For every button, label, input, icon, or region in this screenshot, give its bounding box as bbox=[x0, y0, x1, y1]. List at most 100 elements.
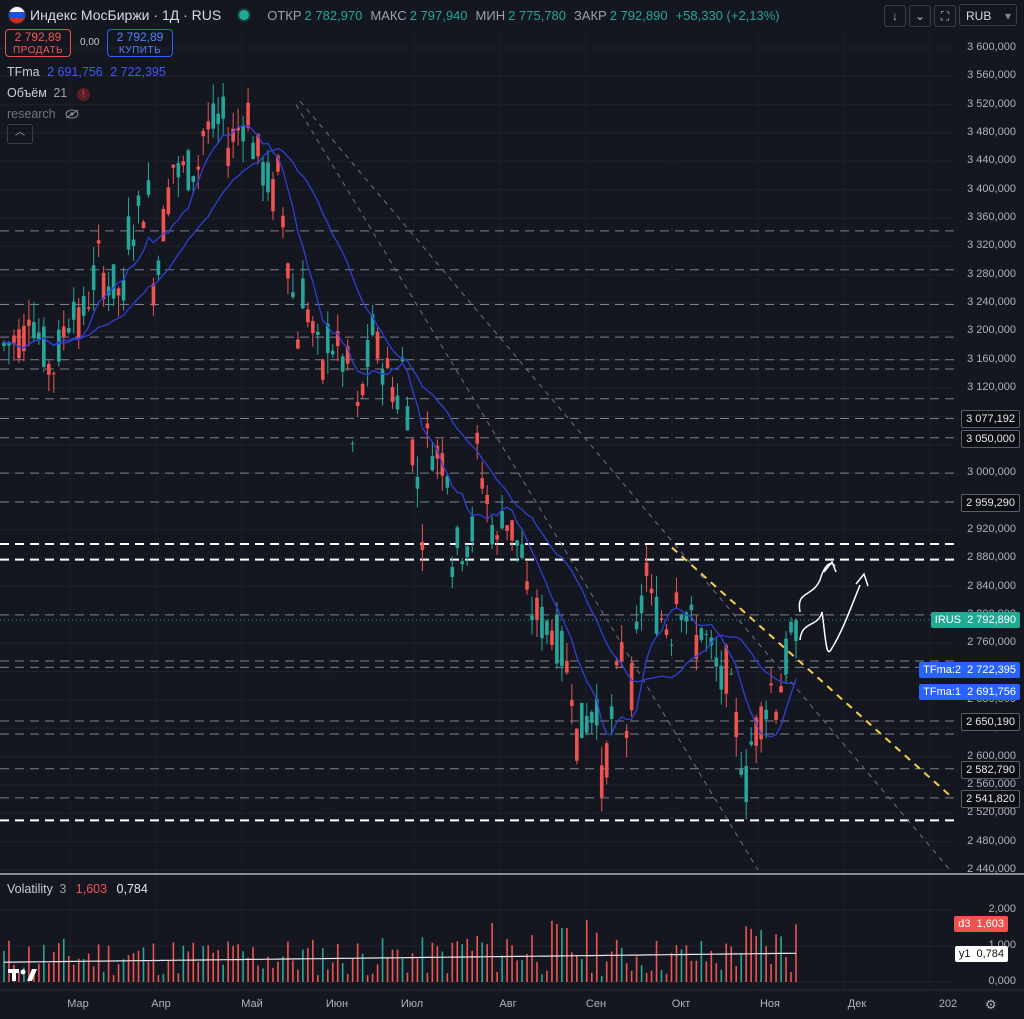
eye-off-icon[interactable] bbox=[65, 107, 79, 121]
candle-body bbox=[350, 443, 355, 445]
alert-icon[interactable]: ! bbox=[76, 88, 90, 101]
candle-body bbox=[241, 125, 245, 142]
currency-select[interactable]: RUB bbox=[959, 4, 1017, 27]
price-tag-value: 2 582,790 bbox=[966, 763, 1015, 776]
price-tick-label: 3 000,000 bbox=[967, 466, 1016, 479]
price-tick-label: 3 320,000 bbox=[967, 239, 1016, 252]
candle-body bbox=[246, 102, 250, 128]
candle-body bbox=[211, 103, 216, 129]
candle-body bbox=[206, 121, 211, 130]
volatility-name: Volatility bbox=[7, 882, 53, 896]
price-tick-label: 3 280,000 bbox=[967, 267, 1016, 280]
candle-body bbox=[81, 295, 86, 316]
volume-legend[interactable]: Объём 21 ! bbox=[7, 86, 90, 101]
candle-body bbox=[475, 432, 480, 444]
price-tick-label: 3 240,000 bbox=[967, 296, 1016, 309]
candle-body bbox=[540, 606, 544, 638]
candle-body bbox=[619, 642, 624, 661]
time-tick-label: Мар bbox=[67, 998, 89, 1010]
price-tag: 3 077,192 bbox=[961, 410, 1020, 429]
candle-body bbox=[754, 717, 758, 746]
candle-body bbox=[694, 634, 699, 659]
price-tag: 2 541,820 bbox=[961, 789, 1020, 808]
volatility-tag: d3 1,603 bbox=[954, 916, 1008, 933]
candle-body bbox=[734, 711, 739, 738]
buy-button[interactable]: 2 792,89 КУПИТЬ bbox=[107, 29, 173, 57]
open-label: ОТКР bbox=[267, 7, 302, 23]
gear-icon[interactable]: ⚙ bbox=[985, 997, 997, 1012]
yellow-trend-line bbox=[671, 546, 951, 797]
candle-body bbox=[355, 401, 360, 406]
arrow-down-icon[interactable]: ↓ bbox=[884, 5, 906, 27]
volatility-value-1: 1,603 bbox=[75, 882, 108, 896]
candle-body bbox=[395, 395, 400, 410]
tfma-legend[interactable]: TFma 2 691,756 2 722,395 bbox=[7, 65, 166, 79]
candle-body bbox=[256, 134, 260, 157]
volatility-value-2: 0,784 bbox=[116, 882, 148, 896]
candle-body bbox=[96, 240, 101, 244]
price-tick-label: 2 440,000 bbox=[967, 863, 1016, 875]
candle-body bbox=[17, 329, 21, 359]
time-tick-label: Июл bbox=[400, 998, 424, 1010]
chevron-up-icon[interactable]: ︿ bbox=[7, 124, 33, 144]
maximize-icon[interactable]: ⛶ bbox=[934, 5, 956, 27]
candle-body bbox=[674, 592, 679, 605]
price-tick-label: 3 440,000 bbox=[967, 154, 1016, 167]
symbol-title[interactable]: Индекс МосБиржи · 1Д · RUS bbox=[30, 7, 222, 23]
candle-body bbox=[32, 322, 36, 339]
close-label: ЗАКР bbox=[573, 7, 607, 23]
price-tag-value: 2 650,190 bbox=[966, 716, 1015, 729]
candle-body bbox=[360, 384, 365, 396]
price-tick-label: 3 200,000 bbox=[967, 324, 1016, 337]
time-tick-label: Апр bbox=[151, 998, 171, 1010]
candle-body bbox=[764, 709, 768, 720]
candle-body bbox=[644, 562, 649, 576]
price-tick-label: 2 600,000 bbox=[967, 749, 1016, 762]
price-tag: 3 050,000 bbox=[961, 429, 1020, 448]
candle-body bbox=[629, 663, 634, 711]
price-tick-label: 3 520,000 bbox=[967, 97, 1016, 110]
price-tick-label: 2 920,000 bbox=[967, 522, 1016, 535]
candle-body bbox=[405, 406, 410, 431]
price-tag-value: 2 792,890 bbox=[967, 613, 1016, 626]
tradingview-logo-icon[interactable] bbox=[8, 966, 38, 984]
candle-body bbox=[261, 161, 265, 186]
candle-body bbox=[495, 535, 499, 540]
candle-body bbox=[271, 179, 275, 212]
candle-body bbox=[306, 309, 310, 323]
research-legend[interactable]: research bbox=[7, 107, 79, 121]
candle-body bbox=[649, 588, 654, 594]
candle-body bbox=[420, 541, 425, 550]
candle-body bbox=[779, 686, 783, 693]
time-tick-label: Ноя bbox=[759, 998, 781, 1010]
volume-name: Объём bbox=[7, 86, 47, 100]
candle-body bbox=[435, 445, 440, 459]
candle-body bbox=[301, 278, 305, 309]
low-label: МИН bbox=[475, 7, 506, 23]
volatility-tag-label: y1 bbox=[958, 947, 971, 960]
candle-body bbox=[739, 768, 744, 775]
price-tick-label: 2 560,000 bbox=[967, 777, 1016, 790]
time-tick-label: Окт bbox=[671, 998, 691, 1010]
candle-body bbox=[669, 644, 674, 646]
candle-body bbox=[216, 113, 220, 124]
price-tick-label: 2 880,000 bbox=[967, 551, 1016, 564]
buy-price: 2 792,89 bbox=[116, 30, 164, 44]
candle-body bbox=[370, 314, 375, 335]
candle-body bbox=[604, 743, 609, 778]
chevron-down-icon[interactable]: ⌄ bbox=[909, 5, 931, 27]
candle-body bbox=[784, 638, 788, 675]
candle-body bbox=[42, 326, 46, 368]
sell-button[interactable]: 2 792,89 ПРОДАТЬ bbox=[5, 29, 71, 57]
candle-body bbox=[575, 728, 579, 761]
volatility-tag-label: d3 bbox=[958, 918, 971, 931]
candle-body bbox=[320, 360, 325, 380]
candle-body bbox=[101, 272, 106, 300]
tfma-line-2 bbox=[3, 147, 797, 685]
candle-body bbox=[251, 142, 255, 160]
open-value: 2 782,970 bbox=[304, 7, 363, 23]
price-tag: TFma:1 2 691,756 bbox=[919, 683, 1020, 700]
volatility-legend[interactable]: Volatility 3 1,603 0,784 bbox=[7, 882, 148, 896]
buy-label: КУПИТЬ bbox=[118, 45, 162, 56]
